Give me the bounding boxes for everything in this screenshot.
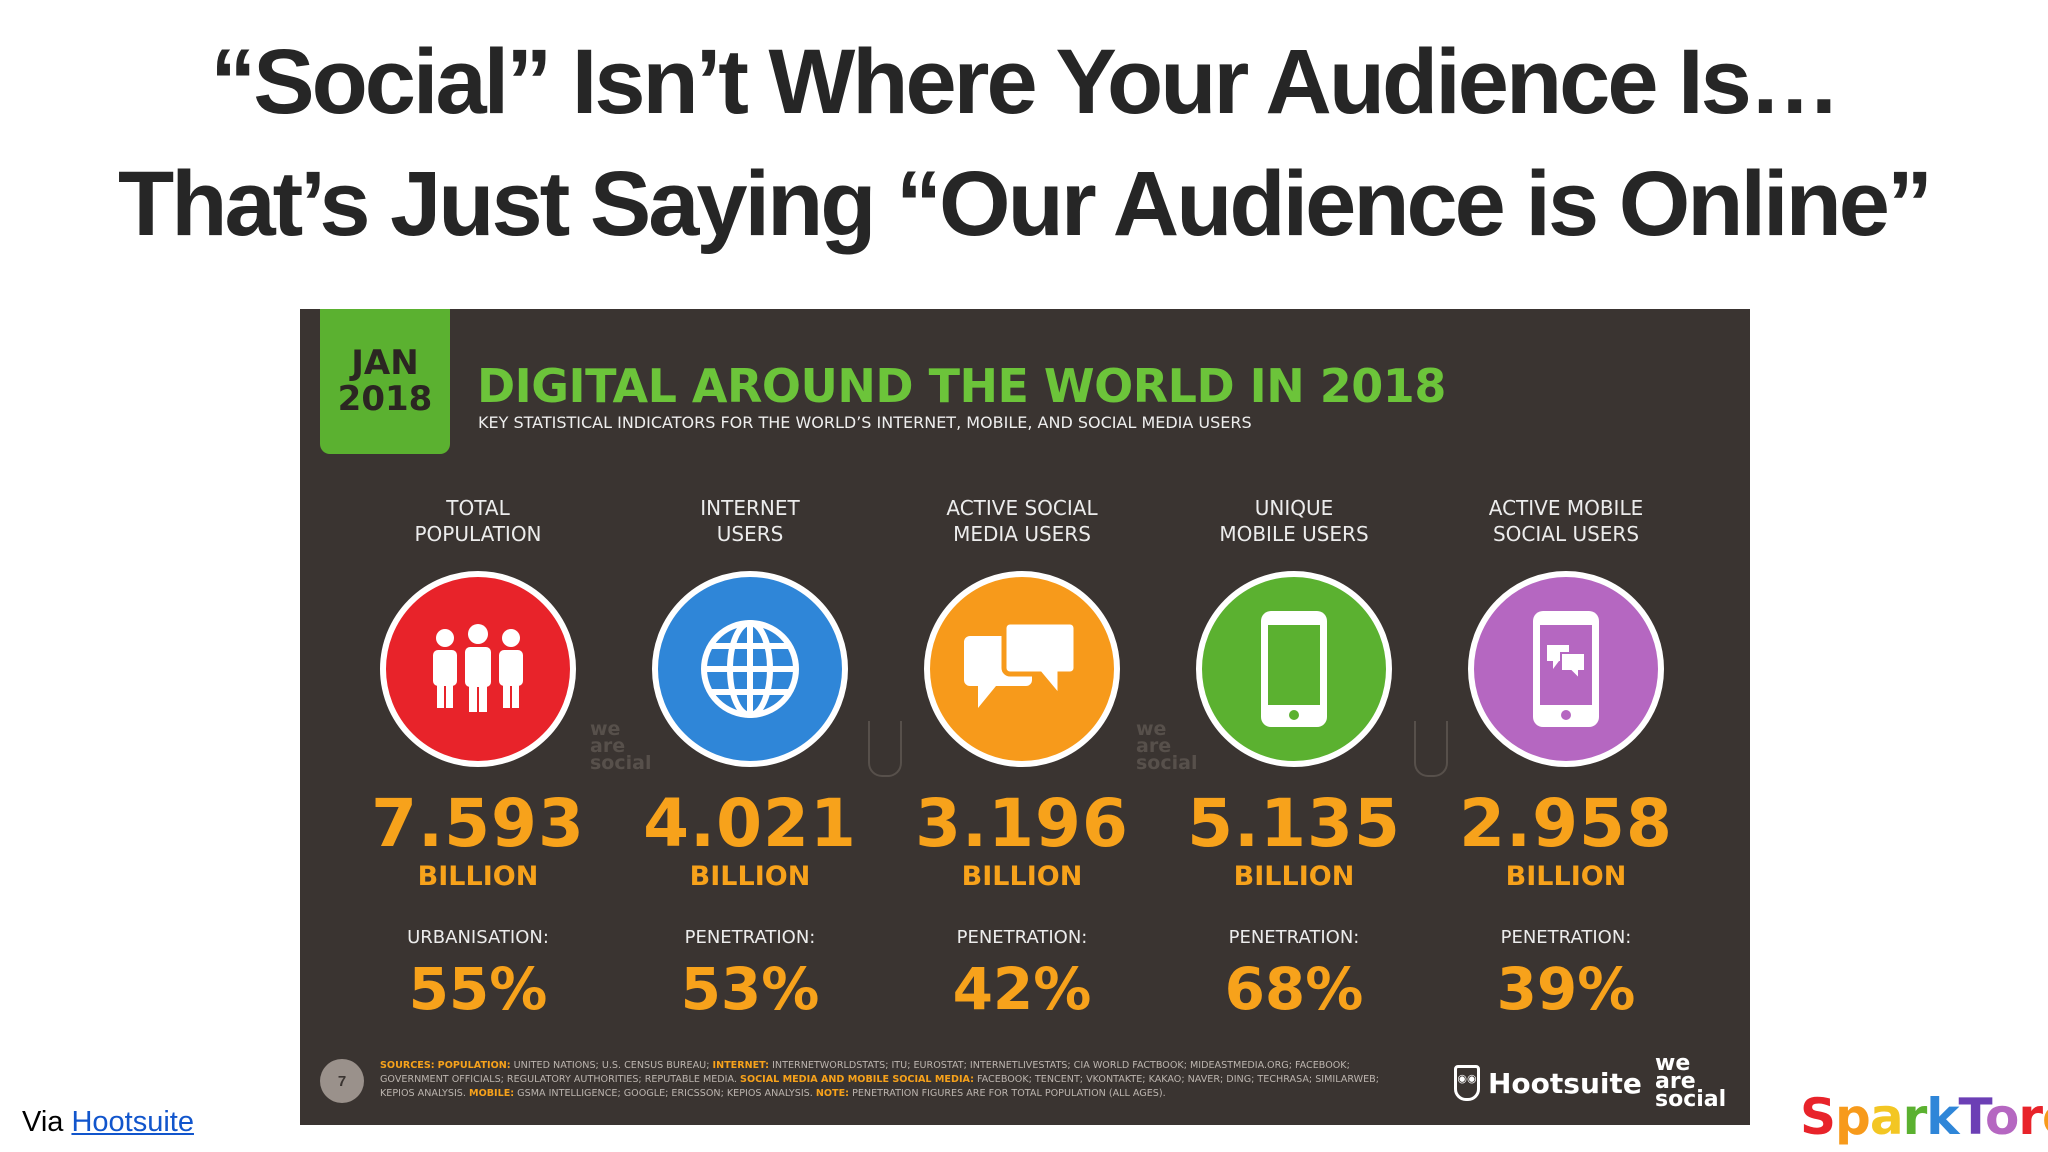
owl-watermark-icon <box>868 721 902 777</box>
stat-label-line-1: UNIQUE <box>1254 496 1334 520</box>
stat-unique-mobile-users: UNIQUE MOBILE USERS 5.135 BILLION PENETR… <box>1158 309 1430 1125</box>
we-are-social-watermark: we are social <box>1136 718 1198 774</box>
stat-value: 2.958 <box>1459 785 1673 862</box>
stat-label: ACTIVE MOBILE SOCIAL USERS <box>1430 495 1702 547</box>
watermark-line: we <box>590 718 621 740</box>
headline-line-1: “Social” Isn’t Where Your Audience Is… <box>210 31 1841 133</box>
owl-icon: ◉◉ <box>1454 1065 1480 1101</box>
infographic-heading: DIGITAL AROUND THE WORLD IN 2018 <box>477 359 1446 413</box>
we-are-social-line: social <box>1655 1087 1727 1112</box>
attribution: Via Hootsuite <box>22 1106 194 1139</box>
logo-letter: T <box>1958 1088 1986 1146</box>
stat-value: 7.593 <box>371 785 585 862</box>
stat-unit: BILLION <box>961 861 1083 892</box>
stat-internet-users: INTERNET USERS 4.021 BILLION PENETRATION… <box>614 309 886 1125</box>
headline-line-2: That’s Just Saying “Our Audience is Onli… <box>118 153 1933 255</box>
source-text: FACEBOOK; TENCENT; VKONTAKTE; KAKAO; NAV… <box>380 1074 1379 1099</box>
source-text: INTERNETWORLDSTATS; ITU; EUROSTAT; INTER… <box>380 1060 1350 1085</box>
watermark-line: are <box>590 735 626 757</box>
stat-percentage: 68% <box>1224 955 1364 1023</box>
sources-label: SOURCES: <box>380 1060 435 1071</box>
we-are-social-line: are <box>1655 1069 1696 1094</box>
via-text: Via <box>22 1106 64 1138</box>
stat-percentage: 39% <box>1496 955 1636 1023</box>
source-text: UNITED NATIONS; U.S. CENSUS BUREAU; <box>513 1060 710 1071</box>
stat-sublabel: PENETRATION: <box>1500 927 1632 948</box>
stat-unit: BILLION <box>1233 861 1355 892</box>
stat-label: TOTAL POPULATION <box>342 495 614 547</box>
chat-bubbles-icon <box>924 571 1120 767</box>
stat-label-line-1: TOTAL <box>446 496 510 520</box>
we-are-social-watermark: we are social <box>590 718 652 774</box>
source-key: POPULATION: <box>437 1060 511 1071</box>
stat-percentage: 42% <box>952 955 1092 1023</box>
stat-label-line-1: ACTIVE MOBILE <box>1488 496 1644 520</box>
watermark-line: are <box>1136 735 1172 757</box>
source-text: PENETRATION FIGURES ARE FOR TOTAL POPULA… <box>852 1088 1166 1099</box>
logo-letter: p <box>1835 1088 1871 1146</box>
mobile-social-icon <box>1468 571 1664 767</box>
page-number: 7 <box>320 1059 364 1103</box>
source-key: MOBILE: <box>469 1088 515 1099</box>
stat-label-line-2: MOBILE USERS <box>1219 522 1369 546</box>
stat-value: 5.135 <box>1187 785 1401 862</box>
stat-unit: BILLION <box>689 861 811 892</box>
watermark-line: social <box>1136 752 1198 774</box>
logo-letter: r <box>1902 1088 1928 1146</box>
logo-letter: r <box>2018 1088 2043 1146</box>
stat-label-line-2: SOCIAL USERS <box>1492 522 1640 546</box>
stat-value: 3.196 <box>915 785 1129 862</box>
stat-active-mobile-social-users: ACTIVE MOBILE SOCIAL USERS 2.958 BILLION… <box>1430 309 1702 1125</box>
stat-sublabel: URBANISATION: <box>407 927 549 948</box>
stat-sublabel: PENETRATION: <box>956 927 1088 948</box>
stat-unit: BILLION <box>1505 861 1627 892</box>
logo-letter: a <box>1869 1088 1904 1146</box>
source-key: SOCIAL MEDIA AND MOBILE SOCIAL MEDIA: <box>740 1074 974 1085</box>
we-are-social-logo: we are social <box>1655 1051 1727 1112</box>
watermark-line: we <box>1136 718 1167 740</box>
hootsuite-logo: ◉◉ Hootsuite <box>1454 1065 1642 1101</box>
stat-label: UNIQUE MOBILE USERS <box>1158 495 1430 547</box>
hootsuite-wordmark: Hootsuite <box>1488 1066 1642 1100</box>
owl-watermark-icon <box>1414 721 1448 777</box>
hootsuite-link[interactable]: Hootsuite <box>71 1106 194 1138</box>
logo-letter: S <box>1800 1088 1836 1146</box>
stat-sublabel: PENETRATION: <box>684 927 816 948</box>
source-text: GSMA INTELLIGENCE; GOOGLE; ERICSSON; KEP… <box>517 1088 813 1099</box>
stat-active-social-media-users: ACTIVE SOCIAL MEDIA USERS 3.196 BILLION … <box>886 309 1158 1125</box>
stat-label-line-1: INTERNET <box>700 496 800 520</box>
people-icon <box>380 571 576 767</box>
stat-percentage: 53% <box>680 955 820 1023</box>
stat-label-line-2: MEDIA USERS <box>953 522 1091 546</box>
logo-letter: o <box>2042 1088 2048 1146</box>
stat-label-line-2: USERS <box>716 522 784 546</box>
stat-label-line-1: ACTIVE SOCIAL <box>946 496 1098 520</box>
infographic-subheading: KEY STATISTICAL INDICATORS FOR THE WORLD… <box>478 413 1252 432</box>
source-key: NOTE: <box>815 1088 849 1099</box>
date-month: JAN <box>351 342 419 383</box>
stat-total-population: TOTAL POPULATION 7.593 BILLION URBAN <box>342 309 614 1125</box>
date-year: 2018 <box>337 378 433 419</box>
we-are-social-line: we <box>1655 1051 1691 1076</box>
sources-footnote: SOURCES: POPULATION: UNITED NATIONS; U.S… <box>380 1059 1380 1101</box>
stat-label: ACTIVE SOCIAL MEDIA USERS <box>886 495 1158 547</box>
logo-letter: k <box>1926 1088 1959 1146</box>
sparktoro-logo: SparkToro <box>1800 1088 2048 1146</box>
stat-percentage: 55% <box>408 955 548 1023</box>
mobile-phone-icon <box>1196 571 1392 767</box>
stat-value: 4.021 <box>643 785 857 862</box>
digital-2018-infographic: JAN 2018 DIGITAL AROUND THE WORLD IN 201… <box>300 309 1750 1125</box>
date-badge: JAN 2018 <box>320 309 450 454</box>
stat-label: INTERNET USERS <box>614 495 886 547</box>
stat-unit: BILLION <box>417 861 539 892</box>
stat-sublabel: PENETRATION: <box>1228 927 1360 948</box>
globe-icon <box>652 571 848 767</box>
stat-label-line-2: POPULATION <box>414 522 542 546</box>
watermark-line: social <box>590 752 652 774</box>
logo-letter: o <box>1984 1088 2019 1146</box>
source-key: INTERNET: <box>712 1060 770 1071</box>
